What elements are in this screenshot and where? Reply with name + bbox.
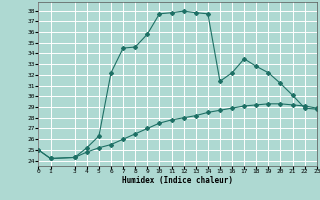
X-axis label: Humidex (Indice chaleur): Humidex (Indice chaleur)	[122, 176, 233, 185]
